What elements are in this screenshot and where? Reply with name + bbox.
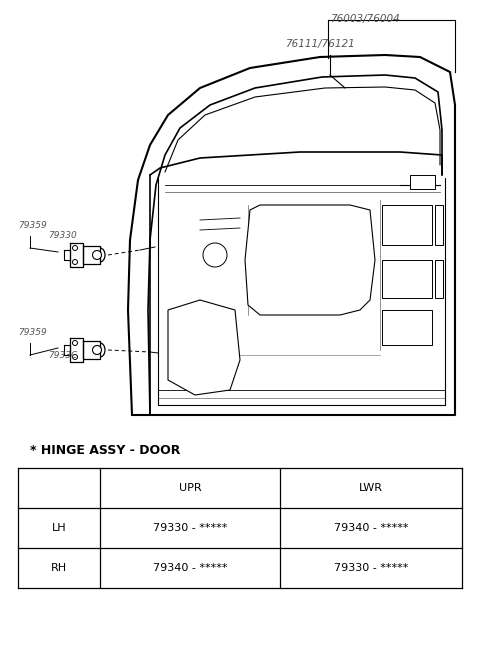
Polygon shape — [168, 300, 240, 395]
Text: LH: LH — [52, 523, 66, 533]
Circle shape — [72, 340, 77, 346]
Text: RH: RH — [51, 563, 67, 573]
Circle shape — [72, 246, 77, 250]
Text: * HINGE ASSY - DOOR: * HINGE ASSY - DOOR — [30, 444, 180, 457]
Text: 79330: 79330 — [48, 231, 77, 240]
Text: 79359: 79359 — [18, 221, 47, 230]
Polygon shape — [245, 205, 375, 315]
Circle shape — [93, 250, 101, 260]
Text: LWR: LWR — [359, 483, 383, 493]
FancyBboxPatch shape — [382, 310, 432, 345]
FancyBboxPatch shape — [382, 205, 432, 245]
Text: 79330 - *****: 79330 - ***** — [334, 563, 408, 573]
FancyBboxPatch shape — [435, 205, 443, 245]
Text: 79340 - *****: 79340 - ***** — [153, 563, 227, 573]
Circle shape — [93, 346, 101, 355]
Circle shape — [72, 355, 77, 359]
Circle shape — [203, 243, 227, 267]
Text: 79340 - *****: 79340 - ***** — [334, 523, 408, 533]
Text: 79359: 79359 — [18, 328, 47, 337]
Text: 76111/76121: 76111/76121 — [285, 39, 355, 49]
Circle shape — [72, 260, 77, 265]
Bar — [410, 175, 435, 189]
Text: 79330 - *****: 79330 - ***** — [153, 523, 227, 533]
Text: UPR: UPR — [179, 483, 201, 493]
Text: 76003/76004: 76003/76004 — [330, 14, 400, 24]
Text: 7933C: 7933C — [48, 351, 77, 360]
FancyBboxPatch shape — [382, 260, 432, 298]
FancyBboxPatch shape — [435, 260, 443, 298]
